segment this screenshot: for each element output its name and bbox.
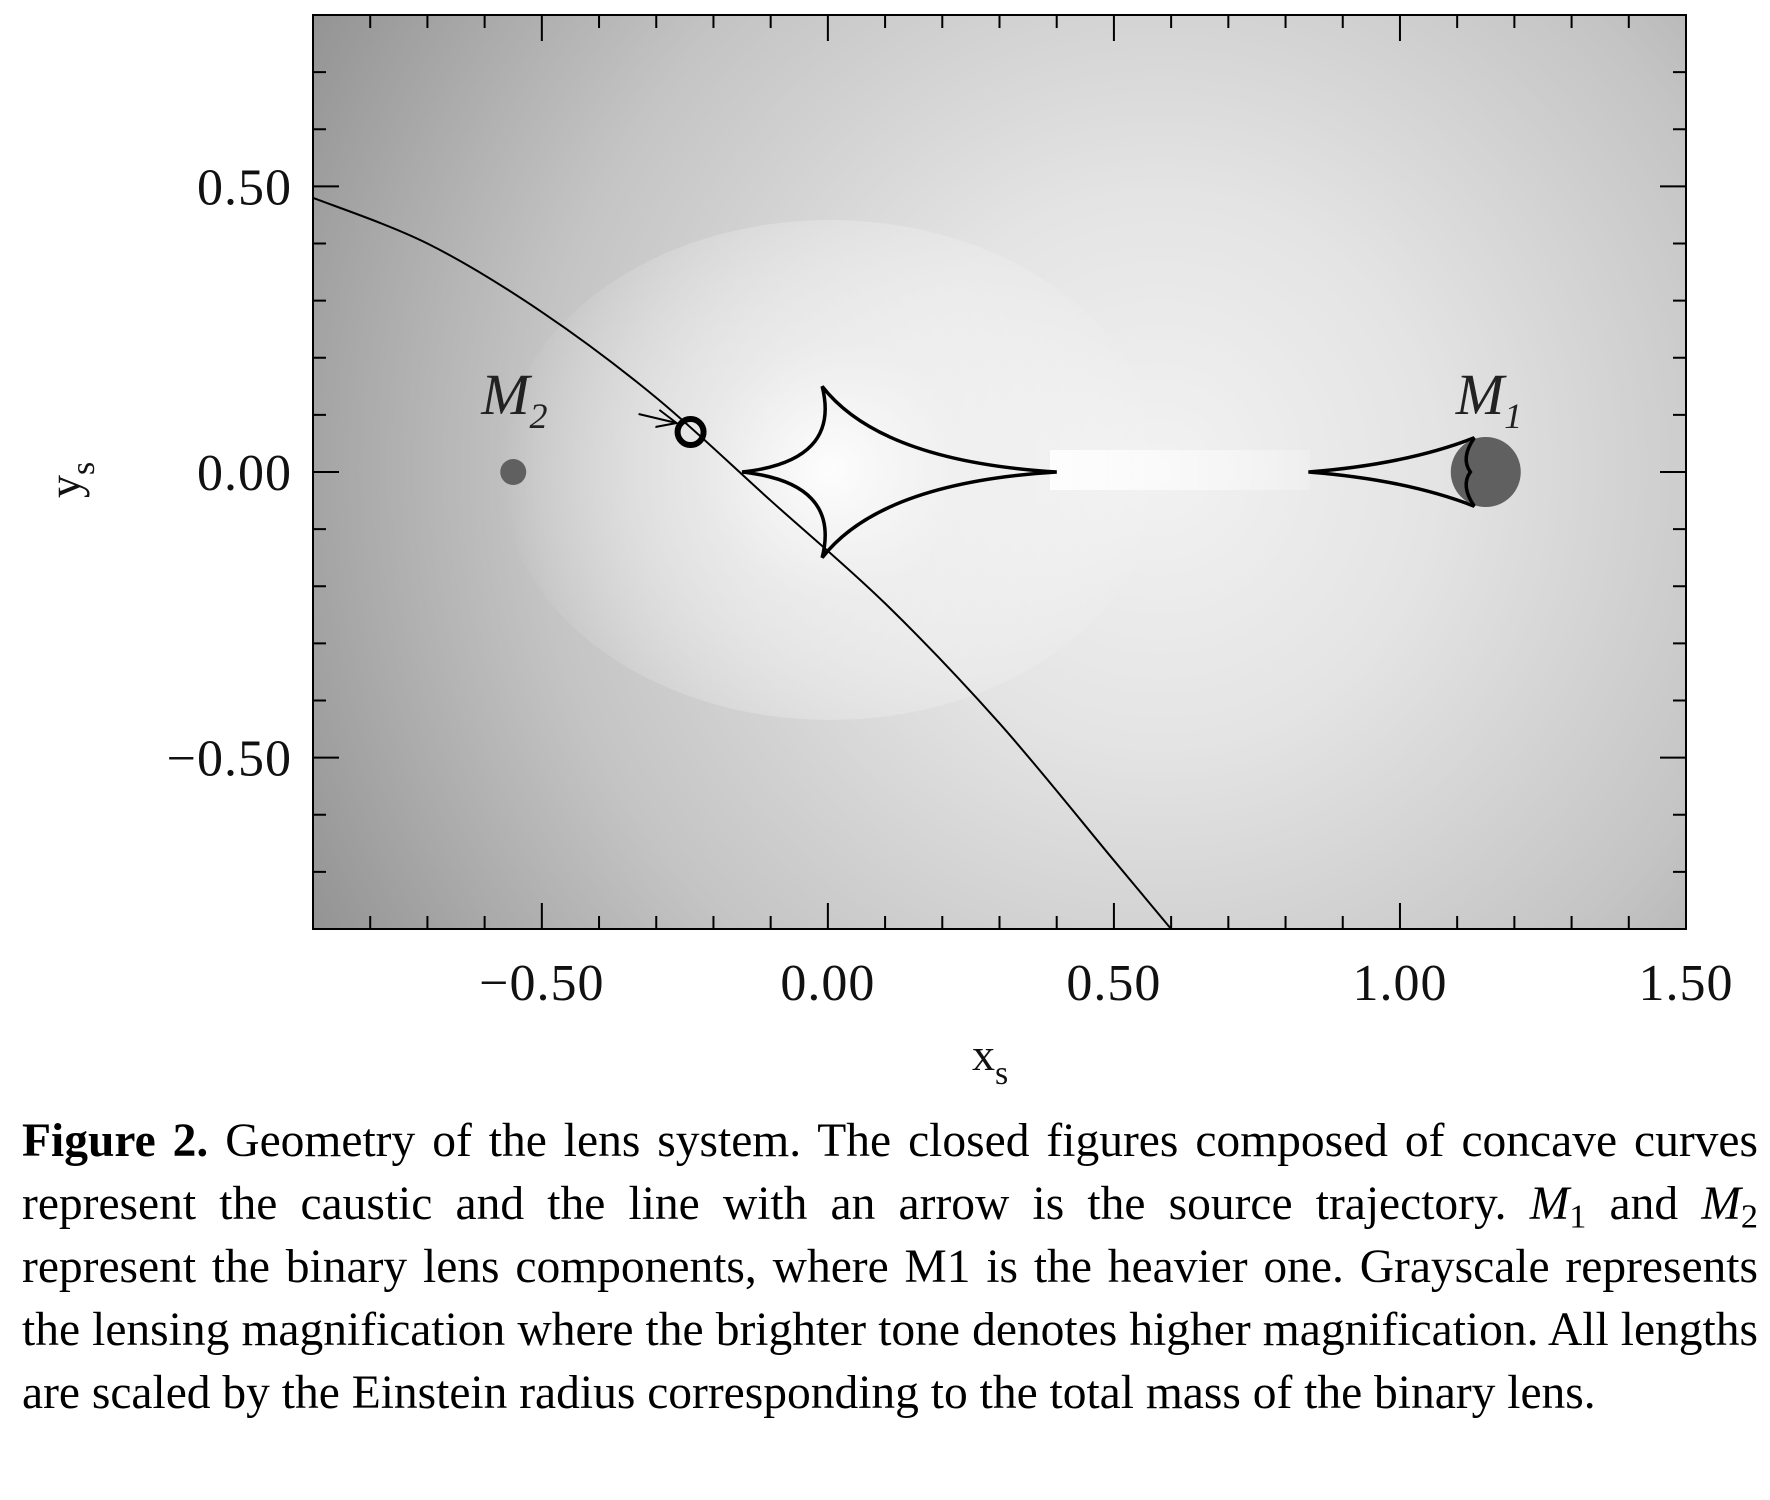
y-tick-label: 0.50: [197, 159, 292, 216]
axis-ticks: [312, 14, 1687, 930]
caption-m2: M: [1701, 1178, 1741, 1230]
upper-cusp-glow: [790, 300, 850, 410]
caption-m2-sub: 2: [1740, 1198, 1758, 1236]
caption-text-1: Geometry of the lens system. The closed …: [22, 1115, 1759, 1230]
central-glow: [500, 220, 1160, 720]
central-caustic: [741, 385, 1057, 559]
x-tick-label: 1.50: [1639, 955, 1734, 1012]
figure-caption: Figure 2. Geometry of the lens system. T…: [22, 1110, 1758, 1425]
lens-geometry-figure: −0.50 0.00 0.50 1.00 1.50 −0.50 0.00 0.50 M2 M1…: [39, 14, 1734, 1092]
lower-cusp-glow: [790, 535, 850, 645]
trajectory-arrow: [638, 414, 677, 423]
x-axis-label: xs: [972, 1029, 1008, 1092]
y-tick-label: −0.50: [167, 731, 292, 788]
caption-and: and: [1586, 1178, 1702, 1230]
caption-label: Figure 2.: [22, 1115, 209, 1167]
caption-m1-sub: 1: [1569, 1198, 1587, 1236]
planetary-caustic-cusp: [1464, 436, 1476, 508]
y-tick-label: 0.00: [197, 445, 292, 502]
x-tick-label: −0.50: [479, 955, 604, 1012]
caption-text-2: represent the binary lens components, wh…: [22, 1241, 1758, 1419]
lens-m2-marker: [500, 459, 527, 485]
x-tick-label: 1.00: [1352, 955, 1447, 1012]
y-axis-label: ys: [39, 462, 102, 498]
caption-m1: M: [1529, 1178, 1570, 1230]
x-tick-label: 0.00: [780, 955, 875, 1012]
magnification-bridge: [1050, 450, 1310, 490]
source-trajectory: [313, 196, 1172, 929]
x-tick-label: 0.50: [1066, 955, 1161, 1012]
source-position-marker: [674, 416, 707, 449]
axis-tick-labels: −0.50 0.00 0.50 1.00 1.50 −0.50 0.00 0.50: [167, 159, 1734, 1012]
lens-m1-marker: [1450, 437, 1521, 507]
m1-label: M1: [1455, 362, 1522, 436]
m2-label: M2: [480, 362, 547, 436]
